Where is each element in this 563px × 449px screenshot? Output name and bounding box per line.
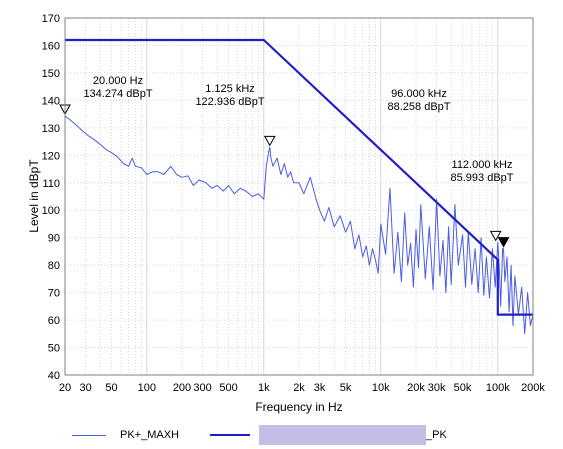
marker-2-icon <box>263 135 276 147</box>
x-tick-label: 200 <box>173 382 191 394</box>
y-tick-label: 170 <box>42 13 60 25</box>
annotation-3-level: 88.258 dBpT <box>388 101 451 113</box>
plot-frame <box>64 17 534 376</box>
axis-ticks: 40 50 60 70 80 90 100 110 120 130 140 150 160 170 20 30… <box>42 13 546 394</box>
annotation-1-level: 134.274 dBpT <box>83 88 152 100</box>
y-tick-label: 50 <box>48 343 60 355</box>
y-axis-title: Level in dBpT <box>27 159 41 233</box>
y-tick-label: 130 <box>42 123 60 135</box>
x-tick-label: 30 <box>79 382 91 394</box>
y-tick-label: 150 <box>42 68 60 80</box>
legend-swatch-pk-maxh <box>72 434 106 436</box>
y-tick-label: 60 <box>48 315 60 327</box>
annotation-1-freq: 20.000 Hz <box>93 75 143 87</box>
x-tick-label: 50k <box>454 382 472 394</box>
legend: PK+_MAXH _PK <box>0 420 563 449</box>
y-tick-label: 100 <box>42 205 60 217</box>
annotation-2-freq: 1.125 kHz <box>205 83 255 95</box>
y-tick-label: 120 <box>42 150 60 162</box>
series-line-pk-limit <box>65 38 533 316</box>
marker-layer <box>59 104 510 248</box>
marker-4-icon <box>497 237 510 248</box>
annotation-3-freq: 96.000 kHz <box>391 88 447 100</box>
annotation-4-level: 85.993 dBpT <box>451 172 514 184</box>
x-tick-label: 100k <box>486 382 510 394</box>
x-tick-label: 300 <box>193 382 211 394</box>
y-tick-label: 160 <box>42 40 60 52</box>
x-tick-label: 5k <box>340 382 352 394</box>
x-tick-label: 2k <box>293 382 305 394</box>
x-tick-label: 20 <box>59 382 71 394</box>
x-tick-label: 20k <box>407 382 425 394</box>
y-tick-label: 90 <box>48 233 60 245</box>
marker-3-icon <box>489 230 502 242</box>
legend-item-pk-maxh: PK+_MAXH <box>72 428 179 442</box>
x-tick-label: 500 <box>219 382 237 394</box>
y-tick-label: 140 <box>42 95 60 107</box>
y-tick-label: 110 <box>42 178 60 190</box>
y-tick-label: 70 <box>48 288 60 300</box>
x-tick-label: 1k <box>258 382 270 394</box>
x-tick-label: 50 <box>105 382 117 394</box>
legend-swatch-pk <box>210 434 250 436</box>
annotation-4-freq: 112.000 kHz <box>452 159 513 171</box>
spectrum-chart: 40 50 60 70 80 90 100 110 120 130 140 150 160 170 20 30… <box>27 13 546 414</box>
legend-label-pk-maxh: PK+_MAXH <box>120 429 179 441</box>
x-tick-label: 30k <box>428 382 446 394</box>
annotation-2-level: 122.936 dBpT <box>195 96 264 108</box>
x-tick-label: 3k <box>314 382 326 394</box>
legend-label-pk: _PK <box>426 429 447 441</box>
y-tick-label: 40 <box>48 370 60 382</box>
series-line-pk-maxh <box>64 115 534 335</box>
x-axis-title: Frequency in Hz <box>255 400 342 414</box>
chart-svg: 40 50 60 70 80 90 100 110 120 130 140 150 160 170 20 30… <box>27 13 546 414</box>
x-tick-label: 10k <box>372 382 390 394</box>
series-layer <box>64 38 534 335</box>
grid-lines <box>64 17 534 376</box>
legend-item-pk: _PK <box>210 423 447 447</box>
y-tick-label: 80 <box>48 260 60 272</box>
x-tick-label: 200k <box>521 382 545 394</box>
x-tick-label: 100 <box>138 382 156 394</box>
redacted-label-box <box>259 425 426 445</box>
